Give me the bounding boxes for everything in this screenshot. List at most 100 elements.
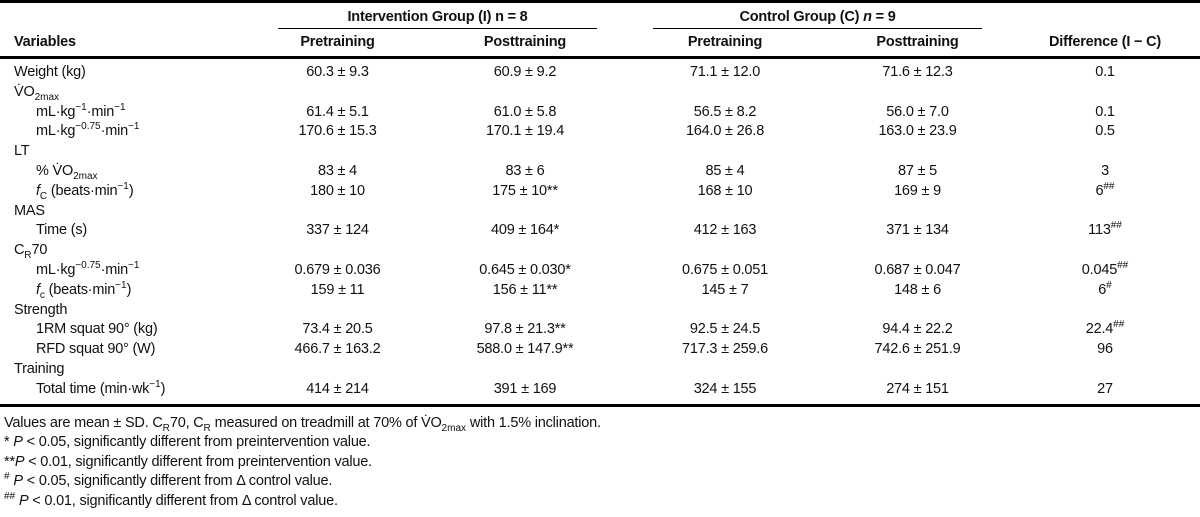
table-row: MAS	[0, 202, 1200, 222]
table-cell: 414 ± 214	[306, 380, 369, 397]
table-row: mL·kg−0.75·min−1 170.6 ± 15.3 170.1 ± 19.4…	[0, 122, 1200, 142]
row-label: Time (s)	[36, 222, 88, 239]
table-row: Time (s) 337 ± 124 409 ± 164* 412 ± 163 371 …	[0, 221, 1200, 241]
table-cell	[825, 241, 1010, 261]
table-cell: 83 ± 6	[505, 162, 545, 179]
table-cell	[250, 142, 425, 162]
table-cell	[1010, 241, 1200, 261]
table-cell: 163.0 ± 23.9	[878, 123, 957, 140]
table-row: CR70	[0, 241, 1200, 261]
table-cell	[825, 142, 1010, 162]
row-label: MAS	[14, 202, 45, 219]
group-header-control-label: Control Group (C) n = 9	[653, 9, 982, 29]
table-cell	[250, 202, 425, 222]
table-row: mL·kg−1·min−1 61.4 ± 5.1 61.0 ± 5.8 56.5 ± …	[0, 101, 1200, 123]
column-header-posttraining-c: Posttraining	[825, 29, 1010, 59]
table-cell: 337 ± 124	[306, 222, 369, 239]
table-cell: 717.3 ± 259.6	[682, 341, 768, 358]
table-cell: 85 ± 4	[705, 162, 745, 179]
table-row: Total time (min·wk−1) 414 ± 214 391 ± 169 3…	[0, 379, 1200, 406]
table-cell: 371 ± 134	[886, 222, 949, 239]
table-row: LT	[0, 142, 1200, 162]
table-row: mL·kg−0.75·min−1 0.679 ± 0.036 0.645 ± 0.0…	[0, 261, 1200, 281]
table-cell: 0.679 ± 0.036	[294, 261, 381, 278]
table-cell	[250, 241, 425, 261]
row-label: % V̇O2max	[36, 162, 98, 182]
group-header-intervention: Intervention Group (I) n = 8	[250, 2, 625, 29]
table-row: Training	[0, 360, 1200, 380]
table-cell: 274 ± 151	[886, 380, 949, 397]
table-cell: 60.9 ± 9.2	[493, 64, 557, 80]
table-cell: 391 ± 169	[493, 380, 557, 397]
table-cell	[1010, 83, 1200, 103]
footnote-line: # P < 0.05, significantly different from…	[4, 471, 333, 490]
group-header-control: Control Group (C) n = 9	[625, 2, 1010, 29]
table-cell: 94.4 ± 22.2	[882, 321, 953, 338]
table-cell: 159 ± 11	[310, 281, 365, 298]
group-header-intervention-label: Intervention Group (I) n = 8	[278, 9, 597, 29]
row-label: V̇O2max	[14, 83, 60, 103]
table-cell: 409 ± 164*	[490, 222, 560, 239]
table-cell: 113##	[1088, 220, 1122, 239]
row-label: Strength	[14, 301, 68, 318]
table-cell	[425, 360, 625, 380]
table-cell	[625, 241, 825, 261]
table-cell: 0.1	[1095, 64, 1115, 80]
table-cell	[425, 241, 625, 261]
table-cell: 27	[1097, 380, 1113, 397]
footnotes: Values are mean ± SD. CR70, CR measured …	[0, 407, 1200, 512]
table-cell: 145 ± 7	[701, 281, 749, 298]
table-row: % V̇O2max 83 ± 4 83 ± 6 85 ± 4 87 ± 5 3	[0, 162, 1200, 182]
table-cell: 164.0 ± 26.8	[685, 123, 765, 140]
table-cell: 87 ± 5	[897, 162, 937, 179]
table-cell	[825, 202, 1010, 222]
table-cell: 61.0 ± 5.8	[493, 103, 557, 120]
table-row: RFD squat 90° (W) 466.7 ± 163.2 588.0 ± 14…	[0, 340, 1200, 360]
table-cell: 71.6 ± 12.3	[882, 64, 953, 80]
table-cell: 0.675 ± 0.051	[682, 261, 768, 278]
table-cell: 0.1	[1095, 103, 1115, 120]
table-cell: 3	[1101, 162, 1109, 179]
table-cell	[625, 202, 825, 222]
table-cell: 0.687 ± 0.047	[874, 261, 961, 278]
table-cell	[625, 360, 825, 380]
table-row: V̇O2max	[0, 83, 1200, 103]
table-row: fC (beats·min−1) 180 ± 10 175 ± 10** 168 ± …	[0, 180, 1200, 202]
table-cell: 742.6 ± 251.9	[874, 341, 961, 358]
table-cell: 61.4 ± 5.1	[306, 103, 369, 120]
row-label: LT	[14, 143, 30, 160]
row-label: CR70	[14, 242, 48, 262]
table-cell: 324 ± 155	[693, 380, 757, 397]
table-cell	[625, 83, 825, 103]
table-cell: 60.3 ± 9.3	[306, 64, 369, 80]
table-cell: 170.6 ± 15.3	[298, 123, 377, 140]
table-body: Weight (kg) 60.3 ± 9.3 60.9 ± 9.2 71.1 ± 12…	[0, 58, 1200, 406]
table-cell	[1010, 202, 1200, 222]
footnote-line: * P < 0.05, significantly different from…	[4, 434, 371, 451]
table-cell: 466.7 ± 163.2	[294, 341, 381, 358]
footnote-line: Values are mean ± SD. CR70, CR measured …	[4, 414, 601, 434]
column-header-difference: Difference (I − C)	[1010, 29, 1200, 59]
column-header-variables: Variables	[0, 29, 250, 59]
table-cell: 148 ± 6	[894, 281, 941, 298]
row-label: RFD squat 90° (W)	[36, 341, 156, 358]
table-cell: 168 ± 10	[697, 182, 753, 199]
row-label: mL·kg−1·min−1	[36, 101, 126, 120]
table-cell	[250, 83, 425, 103]
table-cell	[825, 360, 1010, 380]
table-cell	[825, 83, 1010, 103]
table-cell	[250, 301, 425, 321]
table-cell: 588.0 ± 147.9**	[476, 341, 574, 358]
footnote-line: **P < 0.01, significantly different from…	[4, 453, 372, 470]
table-cell: 6##	[1095, 180, 1115, 199]
table-cell	[625, 301, 825, 321]
group-header-row: Intervention Group (I) n = 8 Control Gro…	[0, 2, 1200, 29]
row-label: mL·kg−0.75·min−1	[36, 121, 140, 140]
table-cell	[250, 360, 425, 380]
table-cell: 170.1 ± 19.4	[485, 123, 565, 140]
table-row: fc (beats·min−1) 159 ± 11 156 ± 11** 145 ± …	[0, 280, 1200, 301]
results-table: Intervention Group (I) n = 8 Control Gro…	[0, 0, 1200, 406]
row-label: fC (beats·min−1)	[36, 180, 134, 202]
table-cell: 56.5 ± 8.2	[693, 103, 757, 120]
